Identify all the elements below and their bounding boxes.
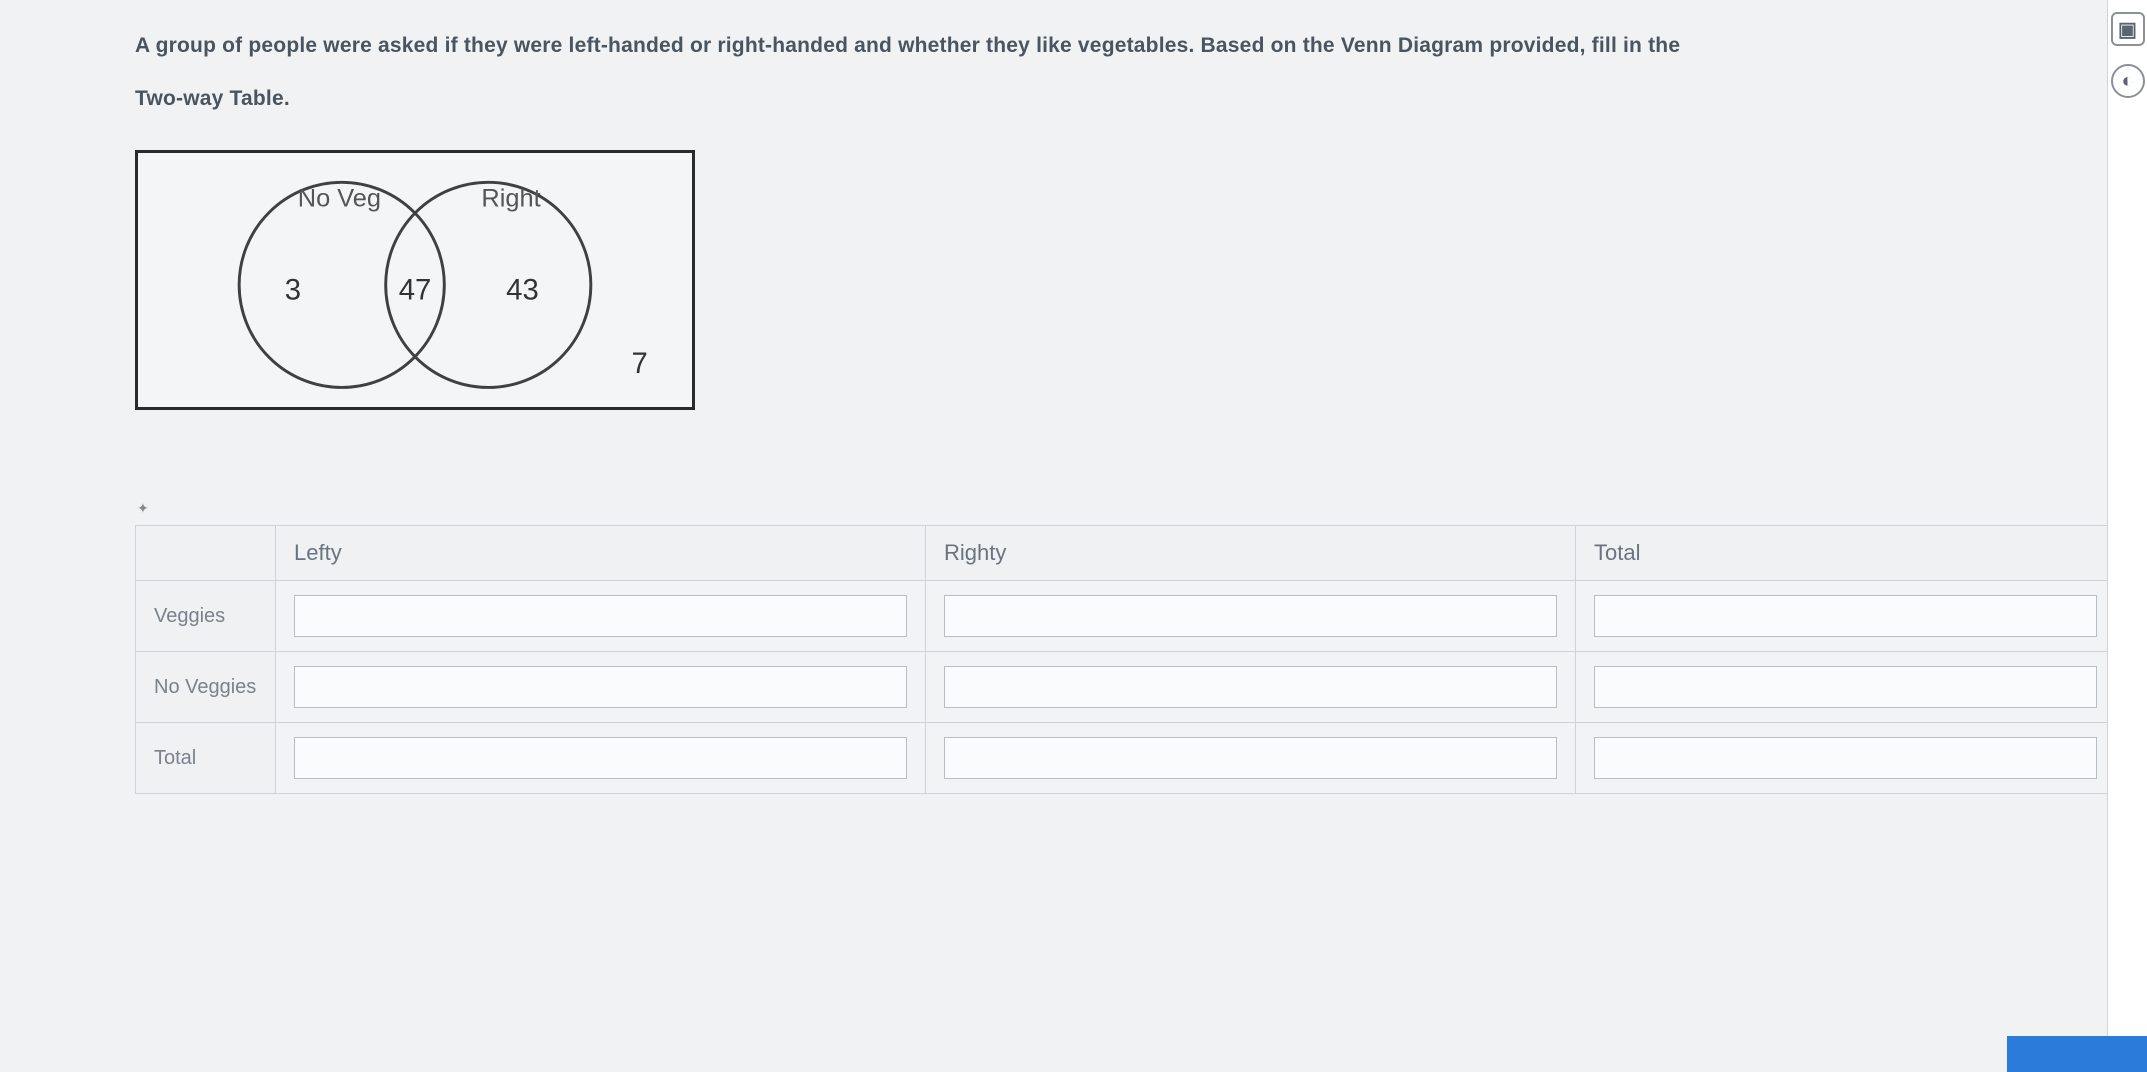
col-header-lefty: Lefty bbox=[276, 526, 926, 581]
table-marker-icon: ✦ bbox=[137, 500, 2012, 517]
venn-value-outside: 7 bbox=[632, 347, 648, 380]
venn-value-intersection: 47 bbox=[399, 274, 432, 307]
two-way-table: Lefty Righty Total Veggies No Veggies To… bbox=[135, 525, 2116, 794]
sidebar-circle-icon[interactable]: ◐ bbox=[2111, 64, 2145, 98]
col-header-righty: Righty bbox=[926, 526, 1576, 581]
col-header-total: Total bbox=[1576, 526, 2116, 581]
table-row: No Veggies bbox=[136, 652, 2116, 723]
venn-label-right: Right bbox=[481, 185, 540, 213]
question-line-1: A group of people were asked if they wer… bbox=[135, 34, 1680, 57]
table-header-row: Lefty Righty Total bbox=[136, 526, 2116, 581]
row-header-noveggies: No Veggies bbox=[136, 652, 276, 723]
bottom-accent-bar bbox=[2007, 1036, 2147, 1072]
input-noveg-righty[interactable] bbox=[944, 666, 1557, 708]
input-veggies-total[interactable] bbox=[1594, 595, 2097, 637]
input-total-lefty[interactable] bbox=[294, 737, 907, 779]
row-header-total: Total bbox=[136, 723, 276, 794]
right-sidebar: ▣ ◐ bbox=[2107, 0, 2147, 1072]
input-noveg-lefty[interactable] bbox=[294, 666, 907, 708]
question-text: A group of people were asked if they wer… bbox=[135, 20, 2012, 125]
input-total-righty[interactable] bbox=[944, 737, 1557, 779]
input-veggies-lefty[interactable] bbox=[294, 595, 907, 637]
input-noveg-total[interactable] bbox=[1594, 666, 2097, 708]
input-veggies-righty[interactable] bbox=[944, 595, 1557, 637]
venn-value-left-only: 3 bbox=[285, 274, 301, 307]
table-row: Veggies bbox=[136, 581, 2116, 652]
input-total-total[interactable] bbox=[1594, 737, 2097, 779]
venn-diagram: No Veg Right 3 47 43 7 bbox=[135, 150, 695, 410]
venn-value-right-only: 43 bbox=[506, 274, 539, 307]
question-line-2: Two-way Table. bbox=[135, 87, 290, 110]
sidebar-tool-icon[interactable]: ▣ bbox=[2111, 12, 2145, 46]
table-corner-cell bbox=[136, 526, 276, 581]
venn-label-left: No Veg bbox=[298, 185, 381, 213]
row-header-veggies: Veggies bbox=[136, 581, 276, 652]
table-row: Total bbox=[136, 723, 2116, 794]
